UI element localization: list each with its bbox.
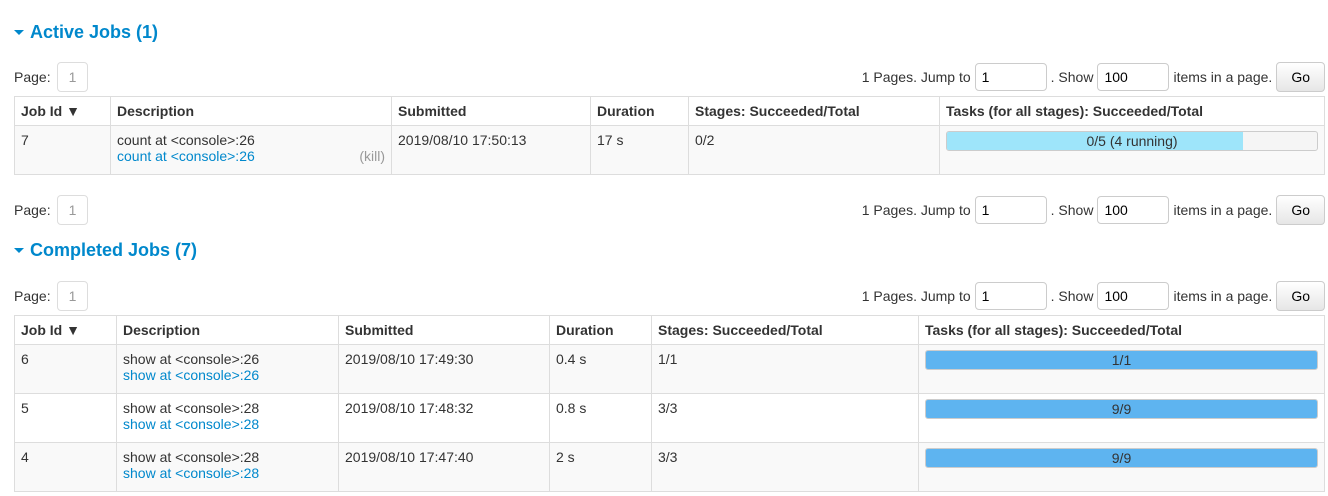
caret-down-icon [14, 29, 24, 35]
column-header[interactable]: Duration [549, 315, 652, 345]
table-row: 5 show at <console>:28 show at <console>… [14, 393, 1325, 443]
description: show at <console>:28 [123, 449, 260, 465]
job-id: 5 [14, 393, 117, 443]
tasks-cell: 0/5 (4 running) [939, 125, 1325, 175]
submitted: 2019/08/10 17:49:30 [338, 344, 550, 394]
column-header[interactable]: Description [116, 315, 339, 345]
stages: 3/3 [651, 442, 919, 492]
page-number-button[interactable]: 1 [56, 195, 89, 225]
job-id: 6 [14, 344, 117, 394]
progress-fill [947, 132, 1243, 150]
task-progress-bar: 9/9 [925, 399, 1318, 419]
job-link[interactable]: show at <console>:28 [123, 416, 260, 432]
table-header: Job Id ▼ Description Submitted Duration Stag… [14, 315, 1325, 345]
duration: 2 s [549, 442, 652, 492]
page-label: Page: [14, 288, 51, 304]
tasks-text: 0/5 (4 running) [1086, 133, 1178, 149]
job-link[interactable]: count at <console>:26 [117, 148, 255, 164]
column-header[interactable]: Submitted [391, 96, 591, 126]
pages-text: 1 Pages. Jump to [861, 288, 971, 304]
page-number-button[interactable]: 1 [56, 62, 89, 92]
column-header[interactable]: Job Id ▼ [14, 315, 117, 345]
column-header[interactable]: Tasks (for all stages): Succeeded/Total [939, 96, 1325, 126]
description: show at <console>:28 [123, 400, 260, 416]
active-jobs-toggle[interactable]: Active Jobs (1) [14, 20, 1325, 44]
column-header[interactable]: Submitted [338, 315, 550, 345]
tasks-cell: 1/1 [918, 344, 1325, 394]
jump-to-page-input[interactable] [974, 196, 1047, 224]
tasks-text: 9/9 [1111, 450, 1132, 466]
tasks-cell: 9/9 [918, 393, 1325, 443]
kill-link[interactable]: (kill) [359, 148, 385, 164]
column-header[interactable]: Description [110, 96, 392, 126]
items-text: items in a page. [1173, 69, 1273, 85]
page-label: Page: [14, 202, 51, 218]
table-row: 6 show at <console>:26 show at <console>… [14, 344, 1325, 394]
pagination: Page: 1 1 Pages. Jump to . Show items in … [14, 195, 1325, 225]
column-header[interactable]: Job Id ▼ [14, 96, 111, 126]
pages-text: 1 Pages. Jump to [861, 69, 971, 85]
table-row: 7 count at <console>:26 (kill) count at <… [14, 125, 1325, 175]
description-cell: count at <console>:26 (kill) count at <co… [110, 125, 392, 175]
duration: 0.8 s [549, 393, 652, 443]
tasks-text: 1/1 [1111, 352, 1132, 368]
completed-jobs-toggle[interactable]: Completed Jobs (7) [14, 238, 1325, 262]
items-text: items in a page. [1173, 288, 1273, 304]
progress-fill [926, 400, 1317, 418]
show-text: . Show [1050, 202, 1094, 218]
duration: 17 s [590, 125, 689, 175]
tasks-cell: 9/9 [918, 442, 1325, 492]
show-text: . Show [1050, 69, 1094, 85]
completed-jobs-title: Completed Jobs (7) [30, 239, 198, 260]
description-cell: show at <console>:28 show at <console>:2… [116, 393, 339, 443]
progress-fill [926, 449, 1317, 467]
page-number-button[interactable]: 1 [56, 281, 89, 311]
description: count at <console>:26 [117, 132, 255, 148]
description-cell: show at <console>:28 show at <console>:2… [116, 442, 339, 492]
caret-down-icon [14, 247, 24, 253]
column-header[interactable]: Stages: Succeeded/Total [688, 96, 940, 126]
pages-text: 1 Pages. Jump to [861, 202, 971, 218]
active-jobs-table: Job Id ▼ Description Submitted Duration Stag… [14, 96, 1325, 175]
task-progress-bar: 9/9 [925, 448, 1318, 468]
tasks-text: 9/9 [1111, 401, 1132, 417]
progress-fill [926, 351, 1317, 369]
table-row: 4 show at <console>:28 show at <console>… [14, 442, 1325, 492]
task-progress-bar: 0/5 (4 running) [946, 131, 1318, 151]
go-button[interactable]: Go [1276, 195, 1325, 225]
page-label: Page: [14, 69, 51, 85]
stages: 0/2 [688, 125, 940, 175]
column-header[interactable]: Stages: Succeeded/Total [651, 315, 919, 345]
page-size-input[interactable] [1097, 63, 1170, 91]
task-progress-bar: 1/1 [925, 350, 1318, 370]
pagination: Page: 1 1 Pages. Jump to . Show items in … [14, 281, 1325, 311]
show-text: . Show [1050, 288, 1094, 304]
page-size-input[interactable] [1097, 196, 1170, 224]
completed-jobs-table: Job Id ▼ Description Submitted Duration Stag… [14, 315, 1325, 492]
go-button[interactable]: Go [1276, 62, 1325, 92]
column-header[interactable]: Tasks (for all stages): Succeeded/Total [918, 315, 1325, 345]
table-header: Job Id ▼ Description Submitted Duration Stag… [14, 96, 1325, 126]
go-button[interactable]: Go [1276, 281, 1325, 311]
stages: 1/1 [651, 344, 919, 394]
items-text: items in a page. [1173, 202, 1273, 218]
description-cell: show at <console>:26 show at <console>:2… [116, 344, 339, 394]
stages: 3/3 [651, 393, 919, 443]
description: show at <console>:26 [123, 351, 260, 367]
job-id: 7 [14, 125, 111, 175]
jump-to-page-input[interactable] [974, 63, 1047, 91]
submitted: 2019/08/10 17:50:13 [391, 125, 591, 175]
jump-to-page-input[interactable] [974, 282, 1047, 310]
submitted: 2019/08/10 17:47:40 [338, 442, 550, 492]
duration: 0.4 s [549, 344, 652, 394]
page-size-input[interactable] [1097, 282, 1170, 310]
pagination: Page: 1 1 Pages. Jump to . Show items in … [14, 62, 1325, 92]
column-header[interactable]: Duration [590, 96, 689, 126]
submitted: 2019/08/10 17:48:32 [338, 393, 550, 443]
job-link[interactable]: show at <console>:26 [123, 367, 260, 383]
job-link[interactable]: show at <console>:28 [123, 465, 260, 481]
active-jobs-title: Active Jobs (1) [30, 21, 159, 42]
job-id: 4 [14, 442, 117, 492]
